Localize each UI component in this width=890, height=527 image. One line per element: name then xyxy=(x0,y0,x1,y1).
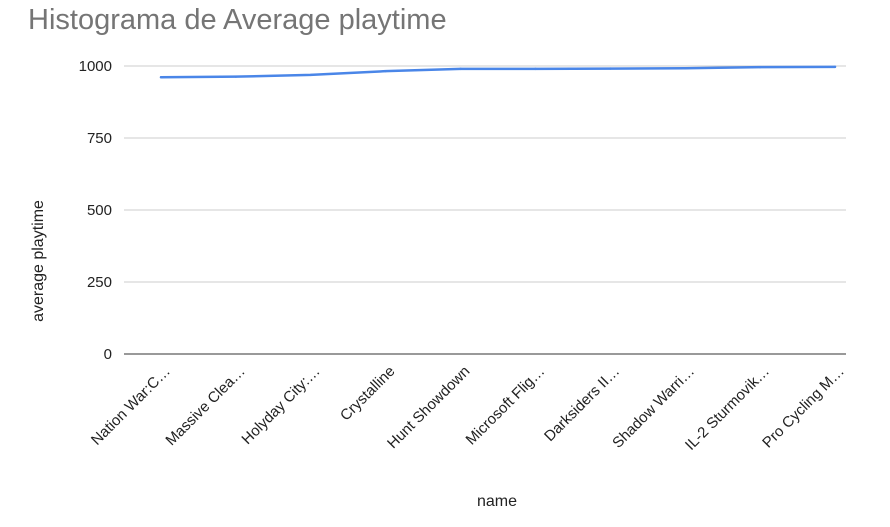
data-point xyxy=(534,67,537,71)
y-axis-title: average playtime xyxy=(30,200,47,322)
x-tick-label: Hunt Showdown xyxy=(384,363,473,452)
data-point xyxy=(684,67,687,70)
x-tick-label: Nation War:C… xyxy=(88,363,174,449)
data-point xyxy=(459,67,462,71)
x-tick-label: Holyday City:… xyxy=(238,363,323,448)
x-tick-label: Massive Clea… xyxy=(162,363,248,449)
data-point xyxy=(609,67,612,70)
x-tick-label: Microsoft Flig… xyxy=(463,363,549,449)
data-point xyxy=(384,69,387,73)
chart-title: Histograma de Average playtime xyxy=(28,4,447,36)
grid-layer xyxy=(124,65,846,283)
data-point xyxy=(159,76,163,79)
data-point xyxy=(758,65,762,69)
y-axis-ticks: 0 250 500 750 1000 xyxy=(79,58,112,363)
data-point xyxy=(833,65,837,69)
y-tick-label: 1000 xyxy=(79,58,112,75)
y-tick-label: 0 xyxy=(104,346,112,363)
series-layer xyxy=(159,65,837,79)
x-axis-ticks: Nation War:C…Massive Clea…Holyday City:…… xyxy=(88,363,848,454)
y-tick-label: 750 xyxy=(87,130,112,147)
y-tick-label: 250 xyxy=(87,274,112,291)
x-tick-label: Crystalline xyxy=(337,363,399,425)
y-tick-label: 500 xyxy=(87,202,112,219)
series-line xyxy=(159,65,837,79)
data-point xyxy=(234,75,238,78)
x-tick-label: Darksiders II… xyxy=(541,363,623,445)
data-point xyxy=(309,73,312,77)
x-axis-title: name xyxy=(477,493,517,510)
x-tick-label: Pro Cycling M… xyxy=(759,363,848,452)
